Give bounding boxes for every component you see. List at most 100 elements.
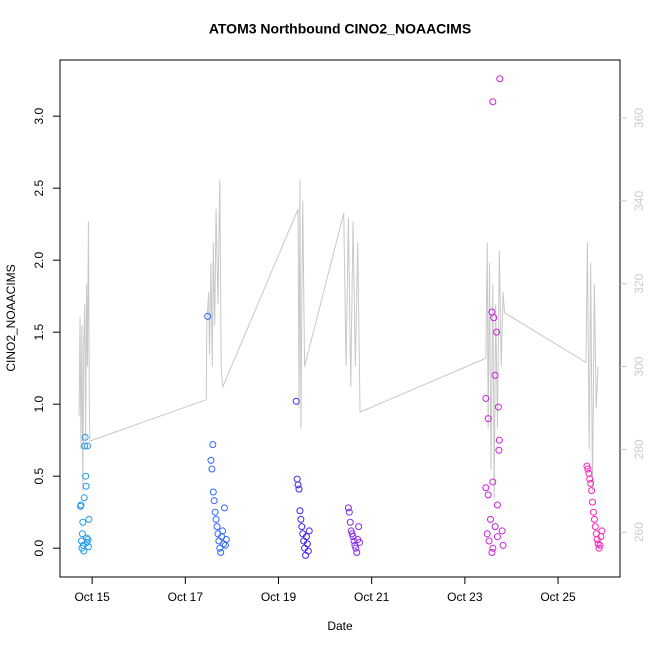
point bbox=[494, 403, 502, 411]
point bbox=[596, 541, 604, 549]
point bbox=[216, 544, 224, 552]
point bbox=[345, 508, 353, 516]
point bbox=[212, 515, 220, 523]
point bbox=[585, 469, 593, 477]
point bbox=[483, 530, 491, 538]
point bbox=[222, 536, 230, 544]
point bbox=[294, 481, 302, 489]
point bbox=[594, 540, 602, 548]
y-tick-label: 1.5 bbox=[32, 324, 46, 341]
x-tick-label: Oct 17 bbox=[168, 590, 204, 604]
point bbox=[208, 465, 216, 473]
point bbox=[484, 415, 492, 423]
point bbox=[295, 485, 303, 493]
point bbox=[80, 547, 88, 555]
y-tick-label: 3.0 bbox=[32, 108, 46, 125]
point bbox=[302, 551, 310, 559]
y-tick-label: 0.0 bbox=[32, 540, 46, 557]
x-axis-label: Date bbox=[327, 619, 353, 633]
y-axis-label: CINO2_NOAACIMS bbox=[4, 264, 18, 371]
point bbox=[498, 527, 506, 535]
point bbox=[207, 456, 215, 464]
point bbox=[220, 504, 228, 512]
point bbox=[598, 527, 606, 535]
point bbox=[79, 518, 87, 526]
point bbox=[82, 482, 90, 490]
y2-tick-label: 260 bbox=[632, 522, 646, 542]
x-tick-label: Oct 19 bbox=[261, 590, 297, 604]
point bbox=[496, 75, 504, 83]
point bbox=[490, 314, 498, 322]
y2-tick-label: 360 bbox=[632, 108, 646, 128]
point bbox=[586, 475, 594, 483]
point bbox=[353, 549, 361, 557]
plot-box bbox=[59, 59, 621, 578]
point bbox=[210, 497, 218, 505]
point bbox=[83, 538, 91, 546]
point bbox=[486, 515, 494, 523]
point bbox=[590, 515, 598, 523]
point bbox=[595, 544, 603, 552]
point bbox=[489, 544, 497, 552]
point bbox=[81, 433, 89, 441]
point bbox=[293, 475, 301, 483]
point bbox=[213, 523, 221, 531]
point bbox=[296, 507, 304, 515]
point bbox=[81, 442, 89, 450]
point bbox=[304, 547, 312, 555]
point bbox=[482, 394, 490, 402]
point bbox=[352, 544, 360, 552]
point bbox=[209, 441, 217, 449]
point bbox=[292, 397, 300, 405]
point bbox=[219, 527, 227, 535]
y-tick-label: 0.5 bbox=[32, 468, 46, 485]
point bbox=[85, 515, 93, 523]
point bbox=[484, 491, 492, 499]
point bbox=[583, 462, 591, 470]
point bbox=[84, 536, 92, 544]
point bbox=[591, 523, 599, 531]
y2-tick-label: 340 bbox=[632, 191, 646, 211]
point bbox=[298, 523, 306, 531]
y2-tick-label: 300 bbox=[632, 356, 646, 376]
point bbox=[220, 540, 228, 548]
point bbox=[303, 540, 311, 548]
point bbox=[493, 328, 501, 336]
point bbox=[493, 533, 501, 541]
point bbox=[587, 479, 595, 487]
point bbox=[589, 498, 597, 506]
point bbox=[209, 488, 217, 496]
point bbox=[346, 518, 354, 526]
point bbox=[82, 472, 90, 480]
x-tick-label: Oct 15 bbox=[74, 590, 110, 604]
point bbox=[584, 465, 592, 473]
point bbox=[217, 549, 225, 557]
point bbox=[204, 312, 212, 320]
point bbox=[488, 549, 496, 557]
point bbox=[84, 543, 92, 551]
point bbox=[80, 494, 88, 502]
chart-title: ATOM3 Northbound CINO2_NOAACIMS bbox=[209, 21, 471, 37]
point bbox=[221, 541, 229, 549]
y-tick-label: 1.0 bbox=[32, 396, 46, 413]
point bbox=[588, 487, 596, 495]
point bbox=[491, 371, 499, 379]
y-tick-label: 2.5 bbox=[32, 180, 46, 197]
point bbox=[493, 501, 501, 509]
point bbox=[297, 515, 305, 523]
x-tick-label: Oct 23 bbox=[447, 590, 483, 604]
point bbox=[305, 527, 313, 535]
point bbox=[495, 436, 503, 444]
point bbox=[77, 501, 85, 509]
x-tick-label: Oct 25 bbox=[540, 590, 576, 604]
x-tick-label: Oct 21 bbox=[354, 590, 390, 604]
point bbox=[83, 534, 91, 542]
point bbox=[589, 508, 597, 516]
point bbox=[482, 484, 490, 492]
y2-tick-label: 320 bbox=[632, 273, 646, 293]
point bbox=[489, 478, 497, 486]
point bbox=[78, 530, 86, 538]
point bbox=[355, 523, 363, 531]
point bbox=[485, 537, 493, 545]
